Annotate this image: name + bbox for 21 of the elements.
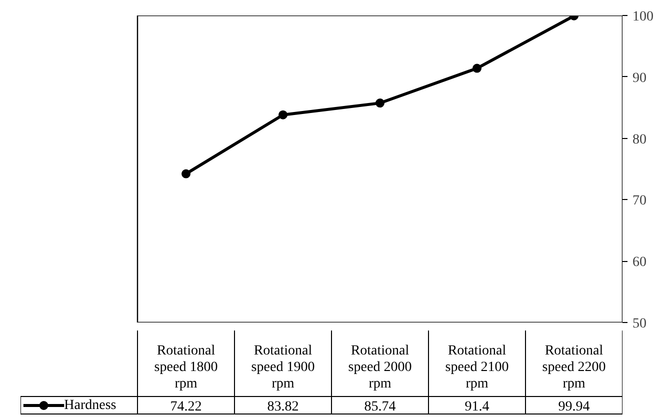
point xyxy=(182,169,190,178)
legend-label: Hardness xyxy=(64,398,116,413)
point xyxy=(376,98,384,108)
data-label: 99.94 xyxy=(558,400,590,414)
x-tick-label: Rotational speed 2100 rpm xyxy=(445,344,509,392)
x-tick-label: Rotational speed 2200 rpm xyxy=(542,344,606,392)
x-tick-label: Rotational speed 2000 rpm xyxy=(348,344,412,392)
x-tick-label: Rotational speed 1800 rpm xyxy=(154,344,218,392)
x-tick-label: Rotational speed 1900 rpm xyxy=(251,344,315,392)
point xyxy=(278,110,288,120)
data-label: 85.74 xyxy=(364,400,396,414)
y-tick-label: 80 xyxy=(632,132,646,148)
data-label: 83.82 xyxy=(267,400,299,414)
y-tick-label: 100 xyxy=(632,10,654,24)
y-tick-label: 70 xyxy=(632,194,646,209)
y-tick-label: 50 xyxy=(632,316,646,332)
data-label: 91.4 xyxy=(464,400,490,414)
point xyxy=(472,64,482,73)
y-tick-label: 60 xyxy=(632,255,646,270)
y-tick-label: 90 xyxy=(632,70,646,86)
data-label: 74.22 xyxy=(170,400,202,414)
